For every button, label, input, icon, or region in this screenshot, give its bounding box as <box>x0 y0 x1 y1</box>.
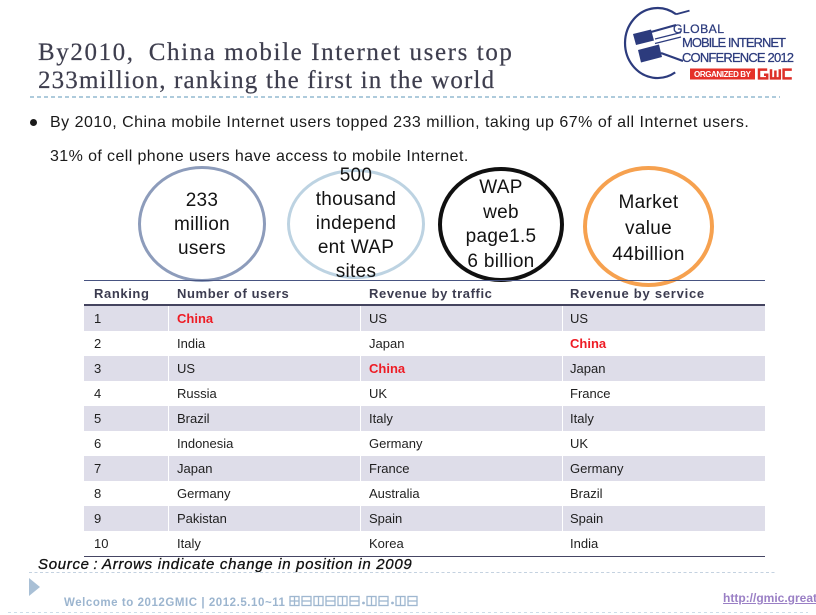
svg-text:MOBILE INTERNET: MOBILE INTERNET <box>682 35 786 50</box>
svg-text:CONFERENCE 2012: CONFERENCE 2012 <box>682 50 794 65</box>
svg-text:GLOBAL: GLOBAL <box>673 22 724 36</box>
svg-text:ORGANIZED BY: ORGANIZED BY <box>694 70 752 79</box>
